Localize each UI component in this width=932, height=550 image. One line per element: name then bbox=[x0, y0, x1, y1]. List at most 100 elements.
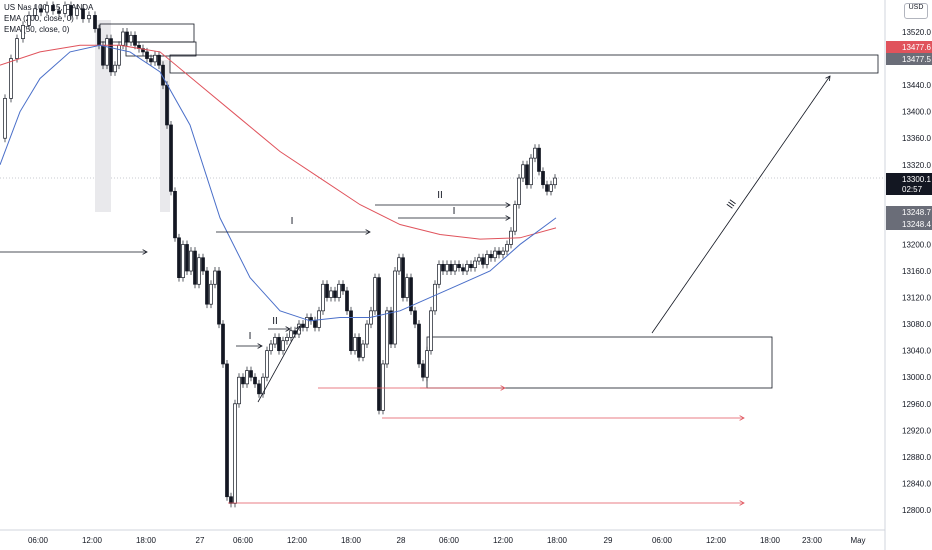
candle-body bbox=[453, 264, 457, 272]
candle-body bbox=[501, 250, 505, 255]
supply-zone bbox=[99, 23, 195, 43]
candle-body bbox=[57, 10, 61, 14]
candle-body bbox=[209, 283, 213, 305]
price-badge-value: 13477.6 bbox=[902, 43, 931, 52]
candle-body bbox=[63, 5, 67, 14]
liquidity-line-head bbox=[739, 415, 745, 421]
price-badge-countdown: 02:57 bbox=[902, 185, 923, 194]
x-tick-label: 18:00 bbox=[760, 536, 781, 545]
candle-body bbox=[105, 38, 109, 66]
candle-body bbox=[341, 283, 345, 292]
candle-body bbox=[505, 244, 509, 252]
y-tick-label: 13360.0 bbox=[902, 134, 931, 143]
x-tick-label: 06:00 bbox=[233, 536, 254, 545]
price-badge bbox=[886, 53, 932, 65]
candle-body bbox=[553, 177, 557, 186]
candle-body bbox=[177, 237, 181, 278]
x-tick-label: 18:00 bbox=[547, 536, 568, 545]
x-tick-label: 18:00 bbox=[341, 536, 362, 545]
candle-body bbox=[257, 383, 261, 395]
candle-body bbox=[133, 34, 137, 46]
price-badge bbox=[886, 218, 932, 230]
y-axis: 13520.013480.013440.013400.013360.013320… bbox=[884, 0, 931, 550]
candle-body bbox=[385, 310, 389, 365]
ema-200-line bbox=[0, 44, 557, 240]
wave-label: I bbox=[453, 206, 456, 217]
currency-badge[interactable]: USD bbox=[904, 3, 928, 19]
candle-body bbox=[197, 257, 201, 285]
y-tick-label: 13120.0 bbox=[902, 294, 931, 303]
candle-body bbox=[9, 58, 13, 99]
y-tick-label: 12880.0 bbox=[902, 453, 931, 462]
y-tick-label: 13160.0 bbox=[902, 267, 931, 276]
candle-body bbox=[409, 277, 413, 312]
candle-body bbox=[373, 277, 377, 312]
trend-arrow-head bbox=[295, 325, 301, 332]
x-tick-label: 29 bbox=[604, 536, 613, 545]
candle-body bbox=[337, 283, 341, 298]
supply-zone bbox=[125, 41, 197, 57]
annotation-boxes bbox=[99, 23, 879, 389]
candle-body bbox=[365, 323, 369, 345]
candle-body bbox=[333, 290, 337, 298]
liquidity-line-head bbox=[500, 385, 506, 391]
candle-body bbox=[525, 164, 529, 186]
candle-body bbox=[429, 310, 433, 352]
x-tick-label: 12:00 bbox=[287, 536, 308, 545]
candle-body bbox=[165, 84, 169, 126]
candle-body bbox=[297, 323, 301, 335]
candle-body bbox=[489, 254, 493, 259]
candle-body bbox=[237, 376, 241, 405]
x-tick-label: 28 bbox=[397, 536, 406, 545]
candle-body bbox=[357, 337, 361, 358]
legend-ema-200: EMA (200, close, 0) bbox=[4, 14, 74, 23]
candle-body bbox=[117, 44, 121, 66]
structure-arrow-head bbox=[142, 249, 148, 255]
structure-arrow-head bbox=[257, 343, 263, 349]
candle-body bbox=[129, 34, 133, 43]
candle-body bbox=[425, 350, 429, 378]
candle-body bbox=[437, 264, 441, 285]
price-badge-value: 13477.5 bbox=[902, 55, 931, 64]
candle-body bbox=[469, 264, 473, 269]
x-tick-label: 06:00 bbox=[28, 536, 49, 545]
legend-ema-50: EMA (50, close, 0) bbox=[4, 25, 70, 34]
candle-body bbox=[281, 340, 285, 352]
candle-body bbox=[241, 376, 245, 385]
y-tick-label: 13000.0 bbox=[902, 373, 931, 382]
price-badge bbox=[886, 206, 932, 218]
candle-body bbox=[201, 257, 205, 272]
price-badge bbox=[886, 41, 932, 53]
candle-body bbox=[441, 264, 445, 272]
candle-body bbox=[417, 323, 421, 365]
target-zone bbox=[169, 54, 879, 74]
price-badge-value: 13248.4 bbox=[902, 220, 931, 229]
wave-label: III bbox=[725, 198, 739, 211]
candle-body bbox=[39, 8, 43, 13]
candle-body bbox=[481, 257, 485, 265]
candle-body bbox=[33, 8, 37, 16]
wave-label: I bbox=[249, 331, 252, 342]
candle-body bbox=[513, 204, 517, 232]
candle-body bbox=[401, 257, 405, 298]
candle-body bbox=[181, 244, 185, 278]
y-tick-label: 13200.0 bbox=[902, 240, 931, 249]
projection-arrow-head bbox=[825, 75, 831, 82]
candle-body bbox=[213, 270, 217, 285]
candle-body bbox=[145, 51, 149, 59]
candle-body bbox=[445, 264, 449, 272]
candle-body bbox=[325, 283, 329, 298]
x-tick-label: 18:00 bbox=[136, 536, 157, 545]
ema-50-line bbox=[0, 44, 557, 322]
x-tick-label: 27 bbox=[196, 536, 205, 545]
candle-body bbox=[541, 171, 545, 186]
candle-body bbox=[249, 370, 253, 378]
candle-body bbox=[529, 157, 533, 186]
candle-body bbox=[225, 363, 229, 498]
candle-body bbox=[421, 363, 425, 378]
wave-label: II bbox=[272, 316, 278, 327]
candle-body bbox=[265, 350, 269, 378]
candle-body bbox=[477, 257, 481, 262]
